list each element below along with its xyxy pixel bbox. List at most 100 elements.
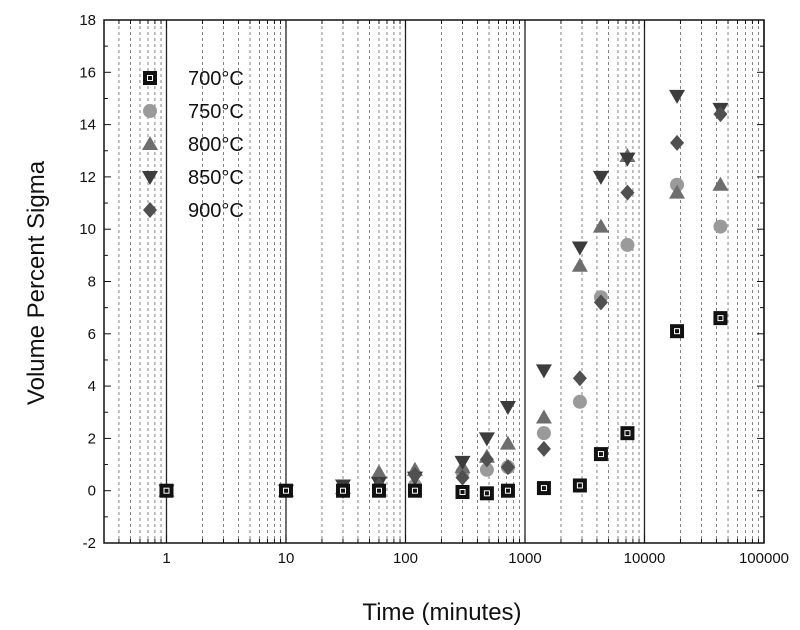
data-point	[572, 370, 587, 387]
data-point	[479, 462, 494, 477]
legend-label: 700°C	[188, 68, 244, 90]
legend-label: 800°C	[188, 134, 244, 156]
y-tick-label: -2	[83, 535, 96, 552]
grid	[103, 20, 765, 543]
legend-marker	[143, 202, 157, 218]
data-point	[278, 483, 293, 498]
data-point	[571, 257, 588, 272]
square-marker-fill	[670, 324, 685, 339]
y-tick-label: 10	[79, 221, 96, 238]
legend-marker	[143, 71, 157, 85]
axes: -2 0 2 4 6 8 10 12 14 16 18 1 10 100 1000 10000 100000	[79, 12, 789, 567]
data-point	[670, 324, 685, 339]
data-point	[572, 394, 587, 409]
x-tick-label: 100000	[739, 550, 789, 567]
square-marker-fill	[500, 483, 515, 498]
data-point	[572, 478, 587, 493]
square-marker-inner	[624, 430, 631, 437]
data-point	[571, 241, 588, 256]
square-marker-inner	[375, 487, 382, 494]
data-point	[619, 152, 636, 167]
data-point	[407, 483, 422, 498]
square-marker-fill	[593, 447, 608, 462]
x-axis-label: Time (minutes)	[362, 599, 521, 626]
square-marker-inner	[340, 487, 347, 494]
data-point	[500, 459, 515, 476]
data-point	[592, 170, 609, 185]
data-point	[669, 184, 686, 199]
y-tick-label: 12	[79, 169, 96, 186]
square-marker-inner	[411, 487, 418, 494]
data-point	[536, 440, 551, 457]
legend-marker	[142, 136, 158, 150]
x-tick-label: 1000	[508, 550, 541, 567]
square-marker-inner	[576, 482, 583, 489]
data-point	[478, 432, 495, 447]
data-point	[620, 237, 635, 252]
data-point	[479, 486, 494, 501]
square-marker-inner	[504, 487, 511, 494]
x-tick-label: 1	[162, 550, 170, 567]
data-point	[455, 485, 470, 500]
y-tick-label: 2	[88, 430, 96, 447]
square-marker-inner	[282, 487, 289, 494]
square-marker-inner	[540, 485, 547, 492]
data-point	[407, 467, 422, 484]
legend: 700°C 750°C 800°C 850°C 900°C	[142, 68, 244, 222]
y-axis-label: Volume Percent Sigma	[23, 160, 50, 405]
data-point	[620, 426, 635, 441]
square-marker-inner	[147, 75, 153, 81]
square-marker-fill	[713, 311, 728, 326]
y-tick-label: 14	[79, 117, 96, 134]
legend-marker	[143, 104, 157, 118]
data-point	[159, 483, 174, 498]
data-point	[712, 176, 729, 191]
square-marker-inner	[483, 490, 490, 497]
data-point	[669, 89, 686, 104]
data-point	[592, 218, 609, 233]
y-tick-label: 16	[79, 64, 96, 81]
data-point	[620, 184, 635, 201]
data-points	[158, 89, 729, 501]
data-point	[479, 451, 494, 468]
data-point	[593, 447, 608, 462]
data-point	[371, 483, 386, 498]
x-tick-label: 10000	[624, 550, 666, 567]
legend-label: 850°C	[188, 167, 244, 189]
square-marker-inner	[674, 328, 681, 335]
data-point	[535, 364, 552, 379]
square-marker-fill	[572, 478, 587, 493]
square-marker-fill	[407, 483, 422, 498]
data-point	[499, 401, 516, 416]
square-marker-inner	[597, 451, 604, 458]
square-marker-inner	[163, 487, 170, 494]
square-marker-fill	[620, 426, 635, 441]
y-tick-label: 18	[79, 12, 96, 29]
data-point	[713, 106, 728, 123]
square-marker-inner	[717, 315, 724, 322]
legend-marker	[142, 171, 158, 185]
square-marker-fill	[143, 71, 157, 85]
data-point	[500, 483, 515, 498]
data-point	[536, 481, 551, 496]
square-marker-fill	[455, 485, 470, 500]
square-marker-fill	[278, 483, 293, 498]
square-marker-fill	[336, 483, 351, 498]
y-tick-label: 4	[88, 378, 96, 395]
y-tick-label: 6	[88, 326, 96, 343]
y-tick-label: 0	[88, 483, 96, 500]
data-point	[593, 294, 608, 311]
data-point	[455, 469, 470, 486]
data-point	[535, 409, 552, 424]
data-point	[370, 464, 387, 479]
data-point	[713, 311, 728, 326]
x-tick-label: 10	[278, 550, 295, 567]
data-point	[499, 435, 516, 450]
square-marker-inner	[459, 489, 466, 496]
x-tick-label: 100	[393, 550, 418, 567]
square-marker-fill	[159, 483, 174, 498]
square-marker-fill	[536, 481, 551, 496]
data-point	[713, 219, 728, 234]
plot-frame	[103, 19, 765, 544]
